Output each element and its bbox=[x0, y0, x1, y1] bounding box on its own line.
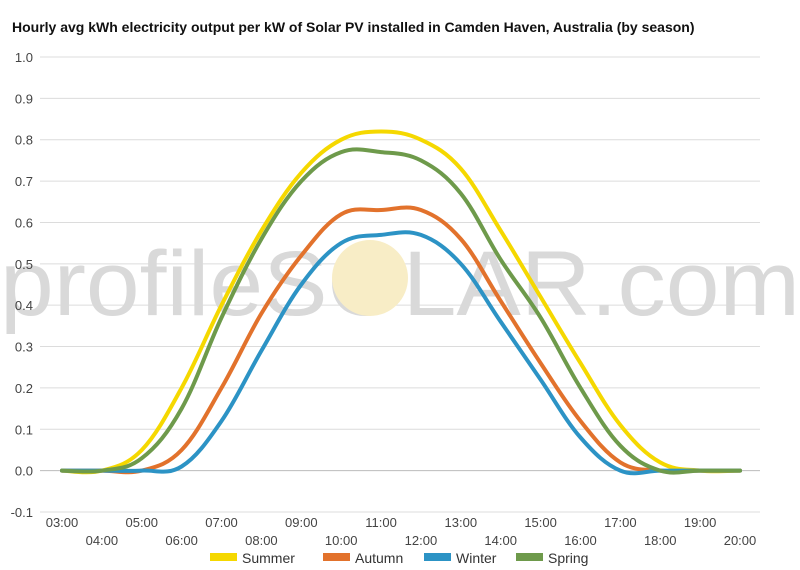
legend-swatch-winter bbox=[424, 553, 451, 561]
x-tick-label: 14:00 bbox=[484, 533, 517, 548]
x-tick-label: 16:00 bbox=[564, 533, 597, 548]
y-tick-label: 0.7 bbox=[15, 174, 33, 189]
x-tick-label: 18:00 bbox=[644, 533, 677, 548]
x-tick-label: 11:00 bbox=[365, 515, 397, 530]
legend-swatch-autumn bbox=[323, 553, 350, 561]
x-tick-label: 03:00 bbox=[46, 515, 79, 530]
y-tick-label: 0.9 bbox=[15, 91, 33, 106]
series-layer bbox=[60, 129, 742, 476]
y-axis-ticks: -0.1 0.0 0.1 0.2 0.3 0.4 0.5 0.6 0.7 0.8 0.9 1.0 bbox=[11, 50, 33, 520]
legend-label-summer[interactable]: Summer bbox=[242, 550, 295, 566]
x-tick-label: 20:00 bbox=[724, 533, 757, 548]
y-tick-label: 0.6 bbox=[15, 215, 33, 230]
x-tick-label: 10:00 bbox=[325, 533, 358, 548]
x-tick-label: 08:00 bbox=[245, 533, 278, 548]
legend-label-autumn[interactable]: Autumn bbox=[355, 550, 403, 566]
series-line-winter bbox=[60, 230, 742, 476]
y-tick-label: 0.8 bbox=[15, 133, 33, 148]
legend-swatch-summer bbox=[210, 553, 237, 561]
x-tick-label: 12:00 bbox=[405, 533, 438, 548]
legend-label-winter[interactable]: Winter bbox=[456, 550, 497, 566]
y-tick-label: 0.0 bbox=[15, 464, 33, 479]
legend-swatch-spring bbox=[516, 553, 543, 561]
x-axis-ticks: 03:00 04:00 05:00 06:00 07:00 08:00 09:00 10:00… bbox=[46, 515, 757, 548]
y-tick-label: 0.3 bbox=[15, 340, 33, 355]
legend: Summer Autumn Winter Spring bbox=[210, 550, 588, 566]
x-tick-label: 06:00 bbox=[165, 533, 198, 548]
y-tick-label: 0.4 bbox=[15, 298, 33, 313]
watermark-sun-icon bbox=[332, 240, 408, 316]
series-line-summer bbox=[60, 129, 742, 475]
series-line-spring bbox=[60, 147, 742, 475]
y-tick-label: 0.1 bbox=[15, 422, 33, 437]
x-tick-label: 19:00 bbox=[684, 515, 717, 530]
y-tick-label: 1.0 bbox=[15, 50, 33, 65]
y-tick-label: -0.1 bbox=[11, 505, 33, 520]
y-tick-label: 0.2 bbox=[15, 381, 33, 396]
x-tick-label: 17:00 bbox=[604, 515, 637, 530]
x-tick-label: 13:00 bbox=[445, 515, 478, 530]
x-tick-label: 15:00 bbox=[524, 515, 557, 530]
legend-label-spring[interactable]: Spring bbox=[548, 550, 588, 566]
y-tick-label: 0.5 bbox=[15, 257, 33, 272]
grid-layer bbox=[40, 56, 760, 513]
chart-title: Hourly avg kWh electricity output per kW… bbox=[12, 19, 695, 35]
x-tick-label: 07:00 bbox=[205, 515, 238, 530]
x-tick-label: 09:00 bbox=[285, 515, 318, 530]
series-line-autumn bbox=[60, 205, 742, 475]
x-tick-label: 04:00 bbox=[86, 533, 119, 548]
x-tick-label: 05:00 bbox=[125, 515, 158, 530]
